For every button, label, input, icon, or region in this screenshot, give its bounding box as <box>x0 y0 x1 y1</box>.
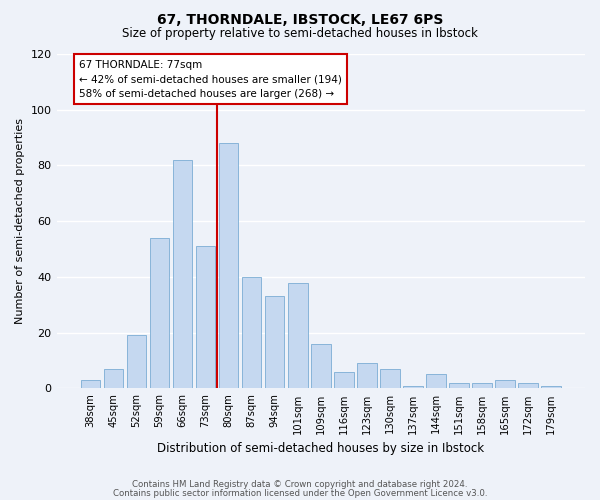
Bar <box>173 160 193 388</box>
Bar <box>449 383 469 388</box>
Bar <box>104 369 123 388</box>
Bar <box>426 374 446 388</box>
Bar <box>288 282 308 389</box>
Bar <box>80 380 100 388</box>
Bar <box>403 386 423 388</box>
Bar <box>518 383 538 388</box>
Bar <box>311 344 331 389</box>
Text: Contains HM Land Registry data © Crown copyright and database right 2024.: Contains HM Land Registry data © Crown c… <box>132 480 468 489</box>
Bar <box>380 369 400 388</box>
Text: 67 THORNDALE: 77sqm
← 42% of semi-detached houses are smaller (194)
58% of semi-: 67 THORNDALE: 77sqm ← 42% of semi-detach… <box>79 60 342 99</box>
Bar <box>357 364 377 388</box>
Y-axis label: Number of semi-detached properties: Number of semi-detached properties <box>15 118 25 324</box>
Bar <box>541 386 561 388</box>
Bar <box>196 246 215 388</box>
Bar <box>219 143 238 388</box>
Text: 67, THORNDALE, IBSTOCK, LE67 6PS: 67, THORNDALE, IBSTOCK, LE67 6PS <box>157 12 443 26</box>
Bar <box>149 238 169 388</box>
Bar <box>127 336 146 388</box>
X-axis label: Distribution of semi-detached houses by size in Ibstock: Distribution of semi-detached houses by … <box>157 442 484 455</box>
Bar <box>496 380 515 388</box>
Bar <box>265 296 284 388</box>
Bar <box>242 277 262 388</box>
Bar <box>334 372 353 388</box>
Text: Size of property relative to semi-detached houses in Ibstock: Size of property relative to semi-detach… <box>122 28 478 40</box>
Bar <box>472 383 492 388</box>
Text: Contains public sector information licensed under the Open Government Licence v3: Contains public sector information licen… <box>113 488 487 498</box>
